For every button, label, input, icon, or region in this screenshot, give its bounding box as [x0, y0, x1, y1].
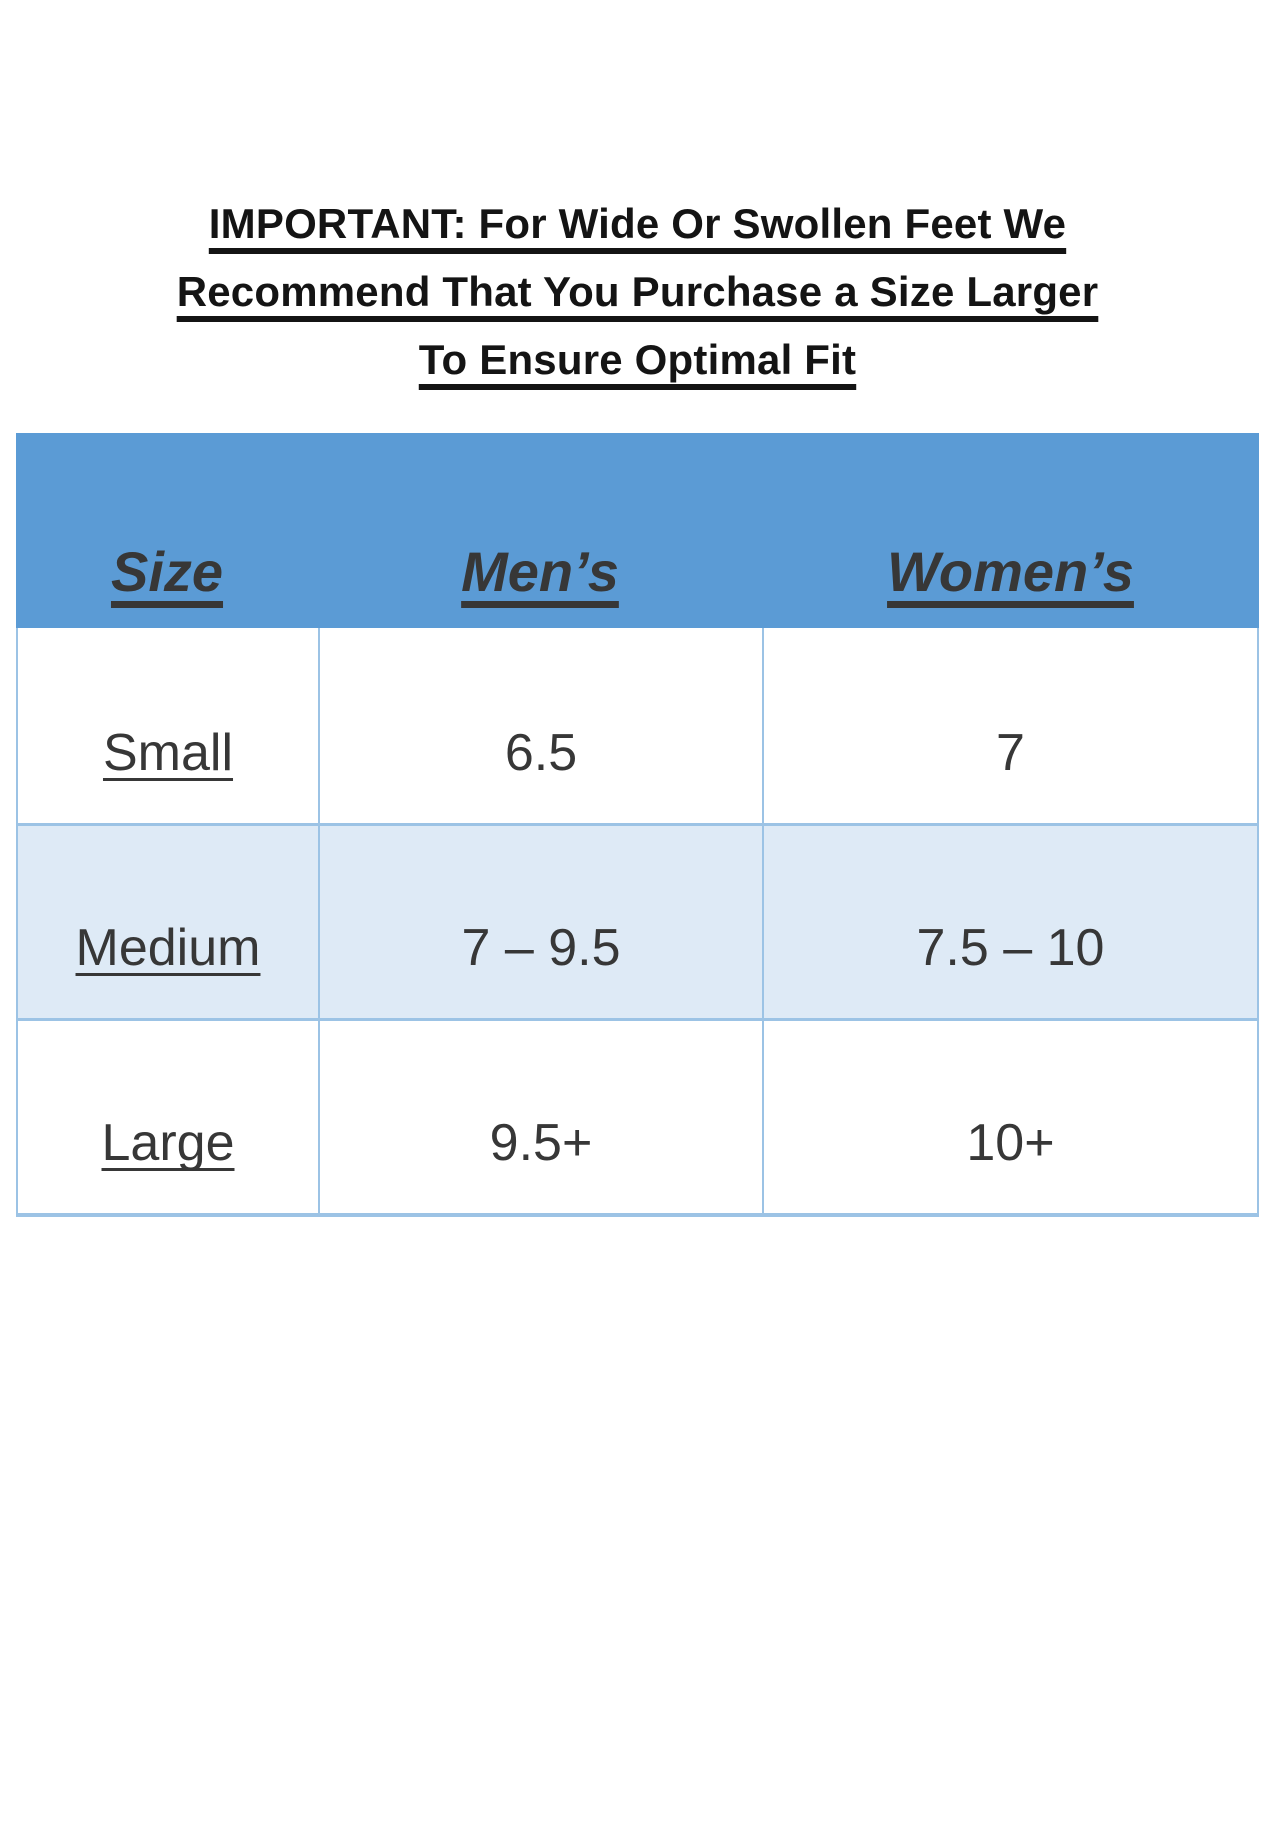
mens-value: 7 – 9.5: [461, 919, 621, 977]
mens-value: 6.5: [504, 724, 578, 782]
mens-cell: 7 – 9.5: [318, 826, 762, 1018]
womens-cell: 10+: [762, 1021, 1257, 1213]
size-cell: Large: [18, 1021, 318, 1213]
mens-value: 9.5+: [489, 1114, 593, 1172]
header-cell-size: Size: [16, 433, 318, 628]
size-label: Small: [102, 724, 234, 782]
size-chart-header-row: Size Men’s Women’s: [16, 433, 1259, 628]
page-title: IMPORTANT: For Wide Or Swollen Feet We R…: [0, 190, 1275, 394]
womens-value: 7.5 – 10: [916, 919, 1105, 977]
size-label: Medium: [75, 919, 261, 977]
size-label: Large: [101, 1114, 235, 1172]
title-line-1: IMPORTANT: For Wide Or Swollen Feet We: [208, 200, 1067, 247]
table-row-large: Large 9.5+ 10+: [18, 1018, 1257, 1213]
womens-cell: 7.5 – 10: [762, 826, 1257, 1018]
size-chart-body: Small 6.5 7 Medium 7 – 9.5 7.5 – 10 Larg…: [16, 628, 1259, 1217]
mens-cell: 6.5: [318, 628, 762, 823]
womens-cell: 7: [762, 628, 1257, 823]
mens-cell: 9.5+: [318, 1021, 762, 1213]
table-row-medium: Medium 7 – 9.5 7.5 – 10: [18, 823, 1257, 1018]
title-line-2: Recommend That You Purchase a Size Large…: [176, 268, 1099, 315]
header-cell-mens: Men’s: [318, 433, 762, 628]
header-label-size: Size: [110, 540, 224, 603]
header-label-mens: Men’s: [461, 540, 619, 603]
size-chart-table: Size Men’s Women’s Small 6.5 7 Medium: [16, 433, 1259, 1217]
womens-value: 7: [996, 724, 1025, 782]
size-cell: Medium: [18, 826, 318, 1018]
header-cell-womens: Women’s: [762, 433, 1259, 628]
size-cell: Small: [18, 628, 318, 823]
header-label-womens: Women’s: [887, 540, 1134, 603]
table-row-small: Small 6.5 7: [18, 628, 1257, 823]
title-line-3: To Ensure Optimal Fit: [418, 336, 857, 383]
womens-value: 10+: [966, 1114, 1055, 1172]
